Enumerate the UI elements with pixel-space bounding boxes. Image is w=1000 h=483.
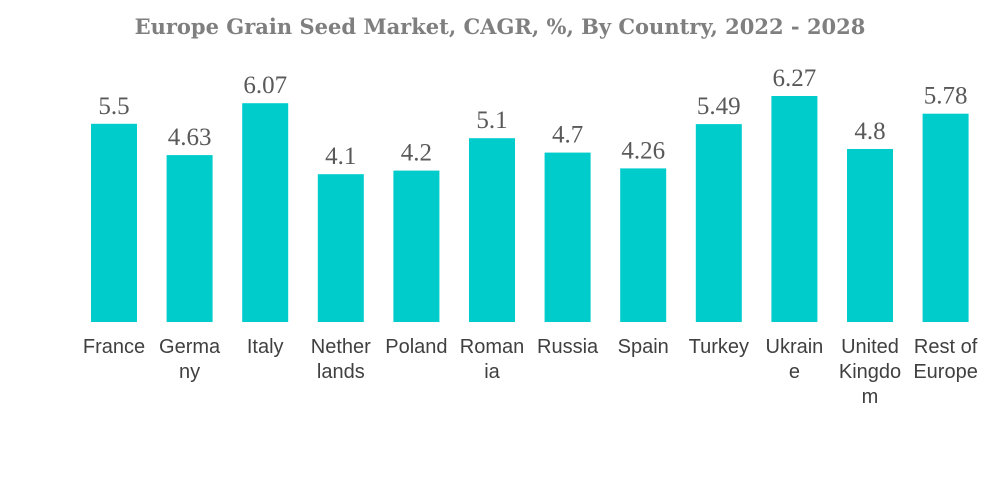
value-label-spain: 4.26	[621, 137, 665, 164]
tick-label-line: Germa	[159, 336, 221, 358]
tick-label-line: Russia	[537, 336, 599, 358]
tick-label-line: Poland	[385, 336, 447, 358]
bar-romania	[469, 138, 515, 322]
value-label-france: 5.5	[98, 93, 129, 120]
bar-turkey	[695, 124, 742, 322]
bar-united-kingdom	[847, 149, 893, 322]
tick-label-line: United	[841, 336, 899, 358]
bar-poland	[393, 170, 440, 322]
tick-label-turkey: Turkey	[689, 336, 749, 358]
tick-label-line: ia	[484, 361, 500, 383]
value-label-ukraine: 6.27	[773, 65, 817, 92]
value-label-turkey: 5.49	[697, 93, 741, 120]
bar-france	[91, 123, 137, 322]
value-label-romania: 5.1	[476, 107, 507, 134]
tick-label-line: lands	[317, 361, 365, 383]
value-label-germany: 4.63	[168, 124, 212, 151]
category-labels-layer: France Germa ny Italy Nether lands Poland Roman…	[83, 336, 978, 408]
tick-label-line: ny	[179, 361, 200, 383]
tick-label-ukraine: Ukrain e	[766, 336, 824, 383]
value-label-united-kingdom: 4.8	[854, 118, 885, 145]
value-labels-layer: 5.5 4.63 6.07 4.1 4.2 5.1 4.7 4.26 5.49 6.27 4.8 5.…	[98, 65, 967, 170]
value-label-rest-of-europe: 5.78	[924, 83, 968, 110]
tick-label-united-kingdom: United Kingdo m	[839, 336, 901, 408]
tick-label-line: Spain	[618, 336, 669, 358]
tick-label-romania: Roman ia	[460, 336, 524, 383]
tick-label-france: France	[83, 336, 145, 358]
tick-label-line: Nether	[311, 336, 371, 358]
value-label-netherlands: 4.1	[325, 143, 356, 170]
value-label-poland: 4.2	[401, 140, 432, 167]
tick-label-poland: Poland	[385, 336, 447, 358]
bar-ukraine	[771, 96, 818, 322]
tick-label-line: France	[83, 336, 145, 358]
tick-label-line: Turkey	[689, 336, 749, 358]
tick-label-rest-of-europe: Rest of Europe	[913, 336, 978, 383]
tick-label-russia: Russia	[537, 336, 599, 358]
bar-spain	[620, 168, 667, 322]
tick-label-spain: Spain	[618, 336, 669, 358]
tick-label-netherlands: Nether lands	[311, 336, 371, 383]
bar-germany	[166, 155, 213, 322]
bar-rest-of-europe	[922, 113, 969, 322]
value-label-italy: 6.07	[243, 72, 287, 99]
bar-russia	[544, 152, 591, 322]
tick-label-line: Ukrain	[766, 336, 824, 358]
bar-netherlands	[317, 174, 364, 322]
tick-label-line: Italy	[247, 336, 284, 358]
tick-label-line: Kingdo	[839, 361, 901, 383]
bars-layer	[91, 96, 969, 322]
bar-italy	[242, 103, 289, 322]
tick-label-line: Rest of	[914, 336, 978, 358]
tick-label-line: m	[862, 386, 879, 408]
tick-label-line: e	[789, 361, 800, 383]
chart-title: Europe Grain Seed Market, CAGR, %, By Co…	[134, 14, 866, 39]
tick-label-italy: Italy	[247, 336, 284, 358]
value-label-russia: 4.7	[552, 122, 583, 149]
tick-label-line: Europe	[913, 361, 978, 383]
tick-label-germany: Germa ny	[159, 336, 221, 383]
tick-label-line: Roman	[460, 336, 524, 358]
